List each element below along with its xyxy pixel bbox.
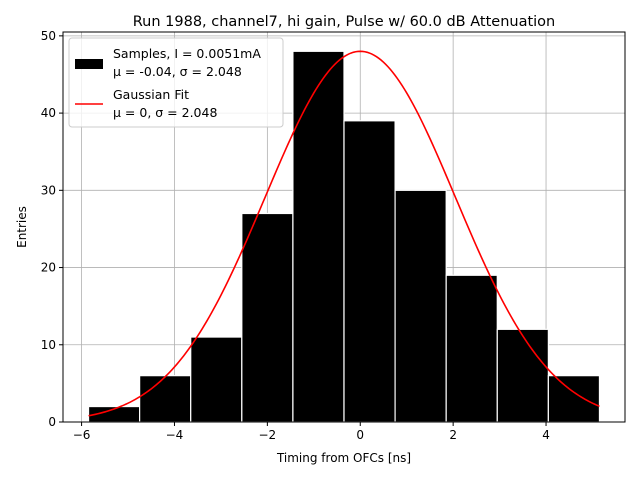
histogram-bar xyxy=(445,274,498,423)
x-axis-label: Timing from OFCs [ns] xyxy=(276,451,411,465)
legend-box xyxy=(68,37,284,128)
legend-fit-label: Gaussian Fit xyxy=(113,87,189,102)
histogram-bar xyxy=(241,212,294,423)
histogram-bar xyxy=(394,189,447,423)
legend-histogram-stats: μ = -0.04, σ = 2.048 xyxy=(113,64,242,79)
histogram-bar xyxy=(190,336,243,423)
legend: Samples, I = 0.0051mA μ = -0.04, σ = 2.0… xyxy=(68,37,284,128)
x-tick-label: −4 xyxy=(166,428,184,442)
histogram-bar xyxy=(139,375,192,423)
x-tick-label: 2 xyxy=(449,428,457,442)
y-tick-label: 50 xyxy=(41,29,56,43)
chart-title: Run 1988, channel7, hi gain, Pulse w/ 60… xyxy=(133,14,556,30)
histogram-bar xyxy=(292,50,345,423)
legend-histogram-swatch xyxy=(75,59,103,69)
histogram-bars xyxy=(87,50,601,423)
y-tick-label: 30 xyxy=(41,183,56,197)
legend-fit-stats: μ = 0, σ = 2.048 xyxy=(113,105,217,120)
histogram-bar xyxy=(343,120,396,423)
y-axis-ticks: 0 10 20 30 40 50 xyxy=(41,29,63,429)
legend-histogram-label: Samples, I = 0.0051mA xyxy=(113,46,261,61)
y-axis-label: Entries xyxy=(15,206,29,248)
y-tick-label: 20 xyxy=(41,261,56,275)
x-axis-ticks: −6 −4 −2 0 2 4 xyxy=(73,422,550,442)
y-tick-label: 0 xyxy=(48,415,56,429)
y-tick-label: 40 xyxy=(41,106,56,120)
histogram-bar xyxy=(496,328,549,423)
y-tick-label: 10 xyxy=(41,338,56,352)
plot-frame xyxy=(62,31,626,423)
x-tick-label: −2 xyxy=(259,428,277,442)
x-tick-label: 4 xyxy=(542,428,550,442)
x-tick-label: −6 xyxy=(73,428,91,442)
histogram-bar xyxy=(547,375,601,423)
gaussian-fit-curve xyxy=(88,50,600,417)
x-tick-label: 0 xyxy=(356,428,364,442)
